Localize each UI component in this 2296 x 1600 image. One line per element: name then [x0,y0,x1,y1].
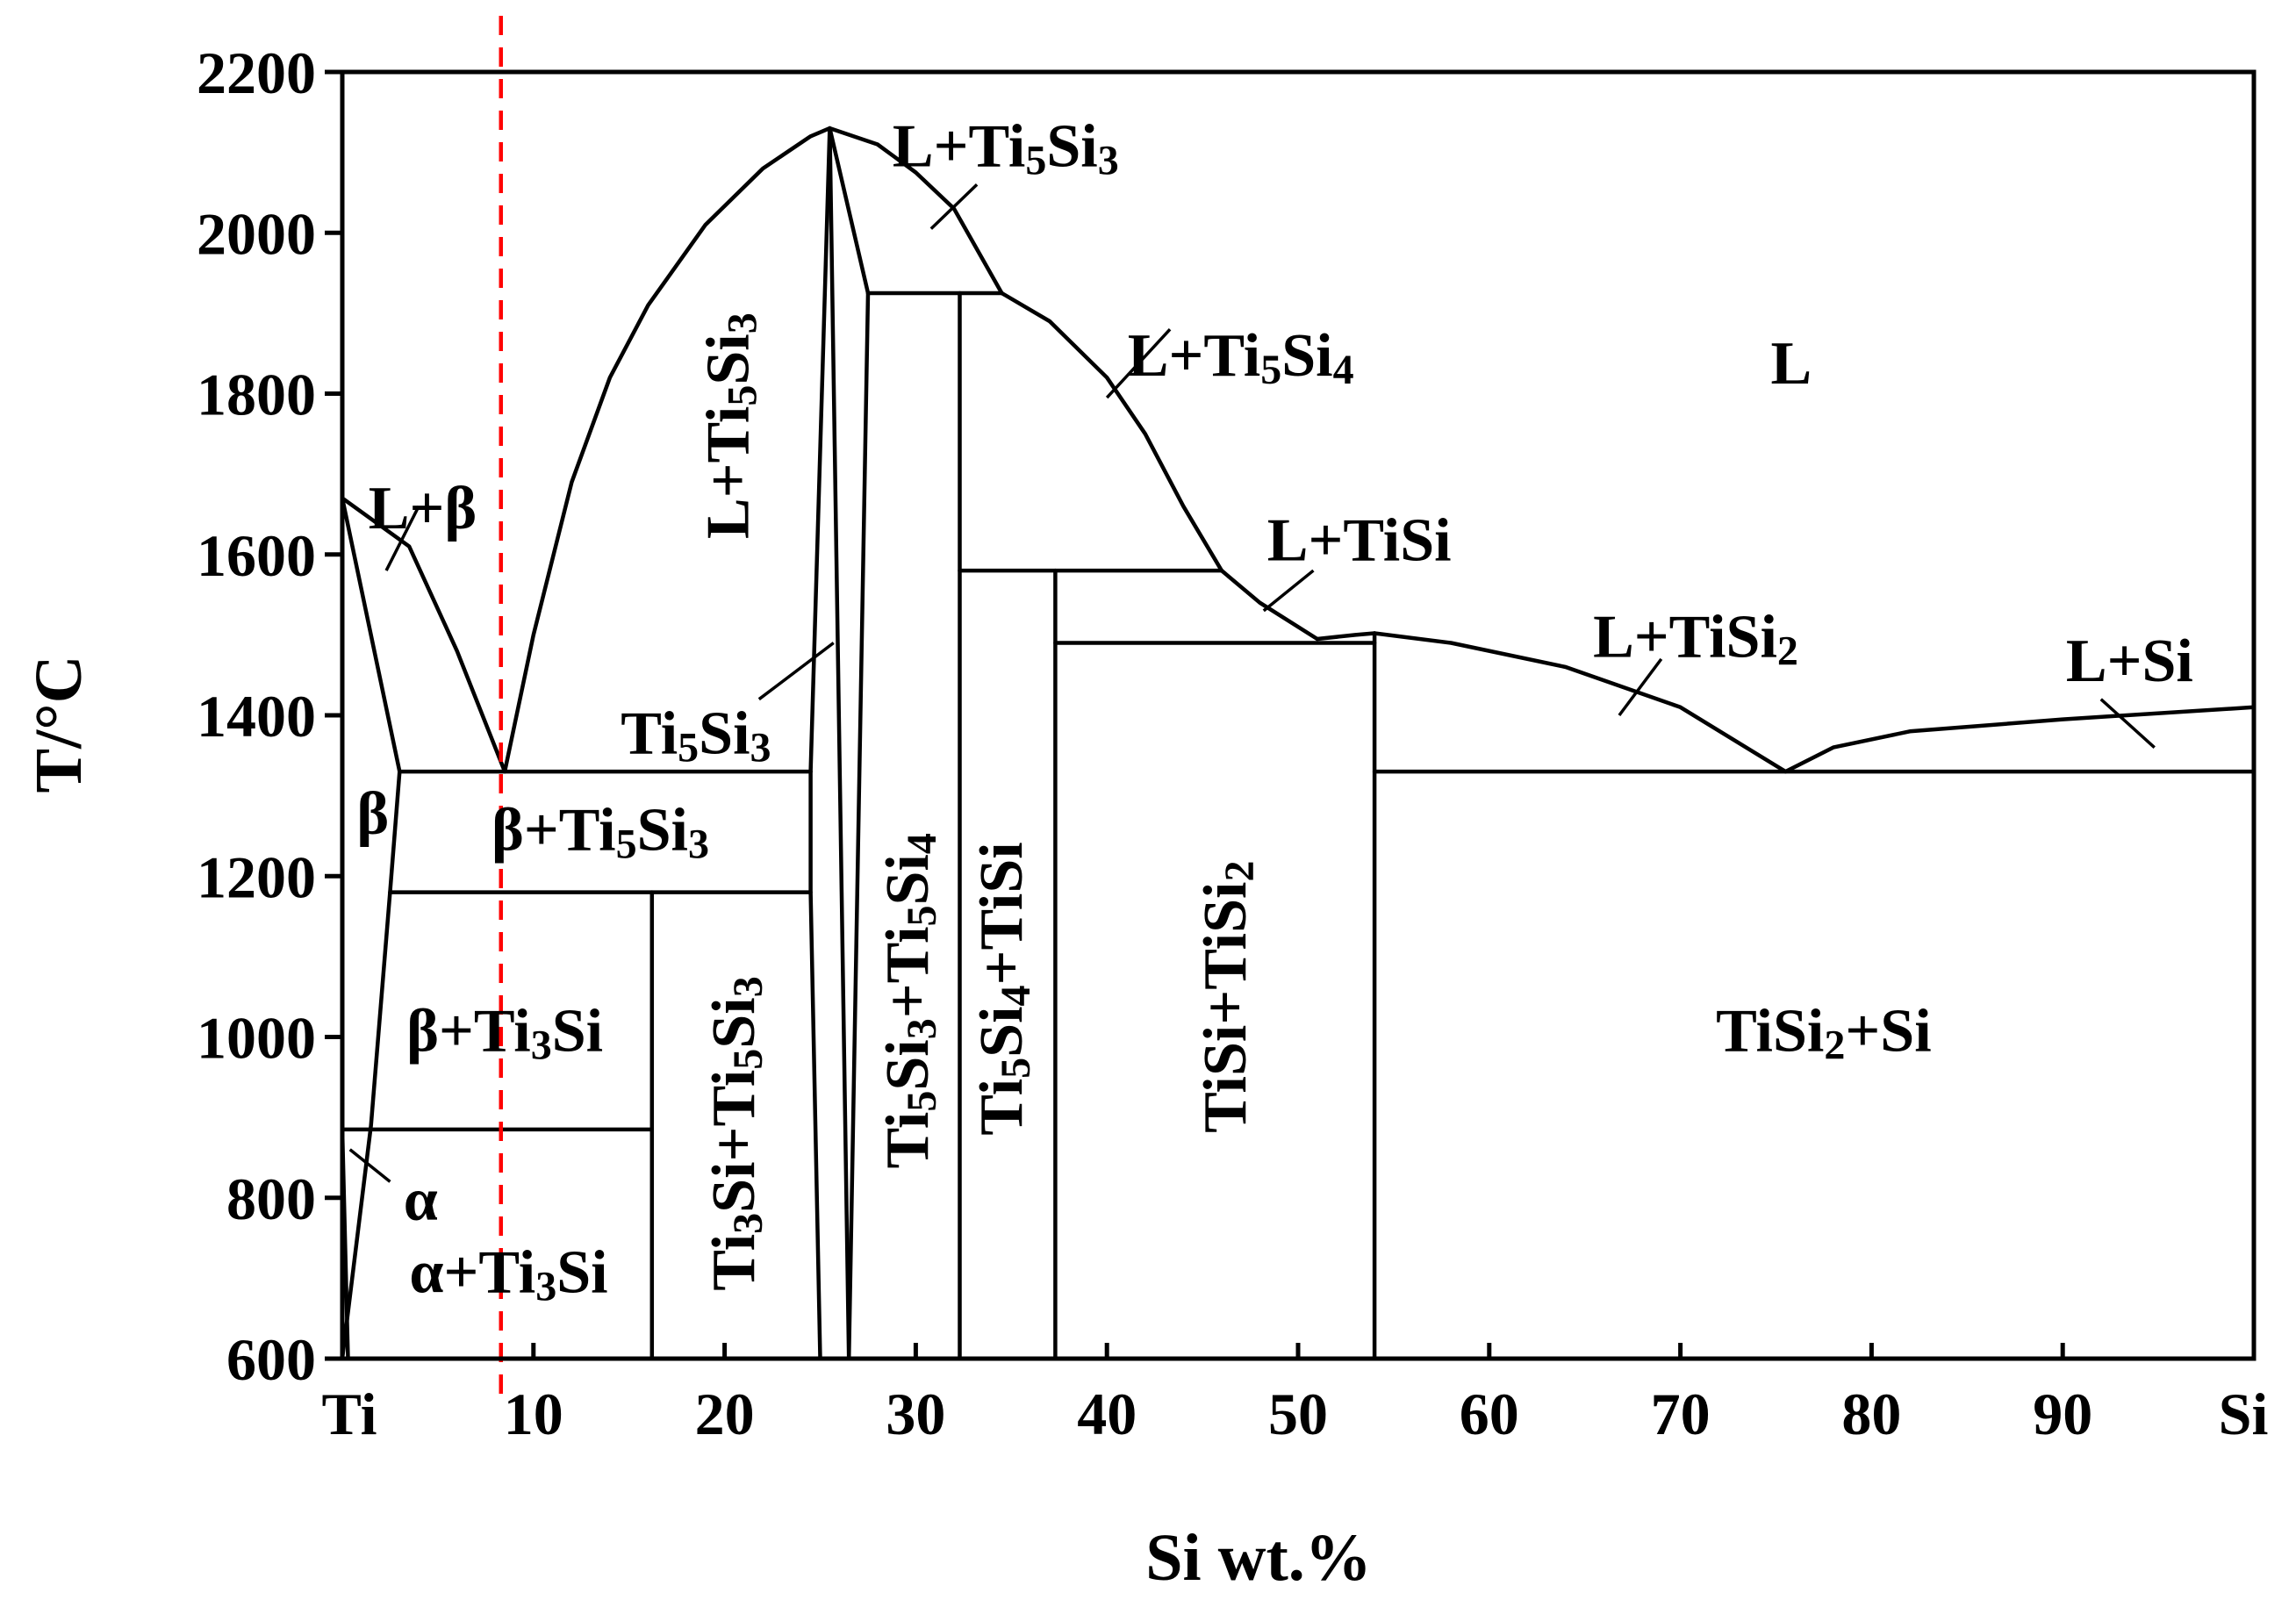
leader-line [1262,569,1315,613]
boundary-ti5si3-left-boundary [808,769,822,1361]
y-axis-ticks: 600 800 1000 1200 1400 1600 1800 2000 2200 [197,39,342,1393]
boundary-ti5si3-left-to-apex [808,126,832,774]
boundary-beta-solvus-lower [340,769,402,1361]
region-label: L+Si [2066,628,2193,695]
y-tick-label: 1400 [197,683,316,750]
label-leaders [348,183,2156,1183]
x-tick-label: 90 [2033,1381,2092,1447]
y-tick-label: 1000 [197,1005,316,1072]
leader-line [1105,328,1172,399]
region-label: α [404,1166,438,1234]
region-label: β+Ti5Si3 [491,796,709,867]
region-label: Ti5Si4+TiSi [968,842,1039,1135]
region-label: L+β [369,475,477,542]
boundary-liquidus-tisi2-left [1315,631,1377,642]
y-tick-label: 600 [226,1326,316,1393]
y-axis-label: T/°C [22,655,96,793]
boundary-beta-solvus-left [340,496,402,774]
x-tick-label: 40 [1077,1381,1137,1447]
region-label: L+Ti5Si4 [1128,322,1354,393]
boundary-ti5si3-ti5si4-left-line [846,291,871,1361]
leader-line [929,183,979,230]
region-label: L+TiSi2 [1593,604,1798,675]
x-tick-label: 20 [695,1381,755,1447]
boundary-liquidus-si [1783,705,2257,774]
region-label: L+TiSi [1267,507,1452,575]
x-tick-label: 50 [1268,1381,1328,1447]
boundary-liquidus-eutectic-1-to-ti5si3 [502,126,832,774]
leader-line [757,642,835,701]
x-tick-label: 10 [504,1381,563,1447]
x-tick-label: 80 [1841,1381,1901,1447]
x-tick-label: 70 [1651,1381,1711,1447]
y-tick-label: 1200 [197,843,316,910]
region-label: Ti5Si3 [621,700,771,771]
leader-line [384,505,420,571]
y-tick-label: 2200 [197,39,316,106]
x-tick-label: 30 [886,1381,945,1447]
x-axis-ticks: Ti 10 20 30 40 50 60 70 80 90 Si [321,1343,2268,1447]
region-label: α+Ti3Si [409,1238,607,1309]
x-axis-label: Si wt.% [1145,1521,1372,1595]
region-label: β [356,780,389,848]
region-label: TiSi2+Si [1716,998,1932,1069]
leader-line [348,1148,391,1183]
x-tick-label: 60 [1460,1381,1519,1447]
y-tick-label: 2000 [197,200,316,267]
region-label: Ti3Si+Ti5Si3 [700,976,771,1290]
boundary-liquidus-tisi-to-eutectic-2 [1219,568,1320,642]
leader-line [1618,657,1663,717]
region-label: L+Ti5Si3 [893,113,1119,184]
y-tick-label: 800 [226,1166,316,1232]
region-label: L [1771,330,1812,398]
x-tick-label: Ti [321,1381,377,1447]
region-label: L+Ti5Si3 [695,312,766,539]
region-label: Ti5Si3+Ti5Si4 [874,833,945,1168]
boundary-ti5si3-right-to-peritectic [828,126,871,296]
x-tick-label: Si [2219,1381,2269,1447]
boundary-liquidus-ti5si4-to-peritectic-tisi [1000,291,1224,573]
y-tick-label: 1600 [197,522,316,589]
boundary-ti5si3-right-boundary [828,126,851,1361]
y-tick-label: 1800 [197,362,316,428]
leader-line [2099,698,2156,749]
boundary-liquidus-ti-to-eutectic-1 [340,496,507,774]
region-labels: L+β β β+Ti5Si3 β+Ti3Si αα+Ti3Si L+Ti5Si3 Ti5Si… [356,113,2193,1310]
boundary-liquidus-ti5si3-to-peritectic-ti5si4 [828,126,1004,296]
region-label: TiSi+TiSi2 [1192,860,1263,1132]
boundary-liquidus-tisi2-to-eutectic-3 [1372,631,1788,774]
region-label: β+Ti3Si [406,998,603,1069]
